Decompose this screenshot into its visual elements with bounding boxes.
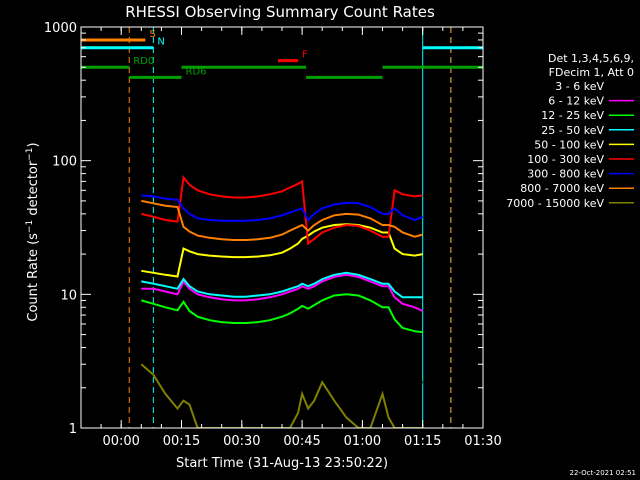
legend-label-7: 800 - 7000 keV: [520, 182, 604, 195]
series-line-2: [141, 293, 423, 334]
legend-label-1: 6 - 12 keV: [548, 95, 604, 108]
series-line-4: [141, 223, 423, 278]
annotation-label-1: N: [157, 37, 164, 48]
series-line-3: [141, 271, 423, 299]
mode-vlines: [81, 27, 452, 428]
x-axis-label: Start Time (31-Aug-13 23:50:22): [176, 456, 388, 471]
x-tick-label-0: 00:00: [102, 434, 139, 449]
legend-label-4: 50 - 100 keV: [534, 138, 604, 151]
x-tick-label-4: 01:00: [344, 434, 381, 449]
annotation-label-3: RD0: [133, 56, 154, 67]
data-series: [140, 174, 424, 428]
y-axis-label-sup1: −1: [25, 220, 35, 233]
x-tick-label-3: 00:45: [283, 434, 320, 449]
annotation-label-0: S: [149, 29, 155, 40]
legend-label-0: 3 - 6 keV: [555, 80, 604, 93]
x-tick-label-1: 00:15: [163, 434, 200, 449]
legend-header-line-1: Det 1,3,4,5,6,9,: [548, 52, 634, 65]
legend-label-2: 12 - 25 keV: [541, 109, 604, 122]
annotations: SN F RD0 RD6: [81, 29, 483, 79]
y-axis-label-sup2: −1: [25, 147, 35, 160]
x-tick-label-5: 01:15: [404, 434, 441, 449]
chart-title: RHESSI Observing Summary Count Rates: [125, 3, 435, 21]
y-tick-label-3: 1000: [44, 21, 77, 36]
y-tick-label-2: 100: [52, 155, 77, 170]
series-line-0: [140, 305, 423, 384]
y-axis-label-end: ): [26, 142, 41, 147]
legend: Det 1,3,4,5,6,9, FDecim 1, Att 0 3 - 6 k…: [506, 52, 634, 210]
legend-label-5: 100 - 300 keV: [527, 153, 604, 166]
annotation-label-2: F: [302, 50, 308, 61]
annotation-label-4: RD6: [186, 66, 207, 77]
y-axis-label-text: Count Rate (s: [26, 233, 41, 322]
series-line-8: [140, 363, 423, 428]
y-tick-label-0: 1: [69, 422, 77, 437]
y-axis-label-mid: detector: [26, 160, 41, 220]
legend-label-6: 300 - 800 keV: [527, 168, 604, 181]
legend-header-line-2: FDecim 1, Att 0: [549, 66, 634, 79]
legend-label-8: 7000 - 15000 keV: [506, 197, 604, 210]
x-tick-label-6: 01:30: [464, 434, 501, 449]
series-line-1: [141, 273, 424, 312]
series-line-6: [141, 194, 424, 222]
series-line-5: [141, 174, 423, 246]
y-axis: 1 10 100 1000: [44, 21, 483, 437]
x-tick-label-2: 00:30: [223, 434, 260, 449]
y-tick-label-1: 10: [60, 288, 77, 303]
x-axis: 00:00 00:15 00:30 00:45 01:00 01:15 01:30: [80, 27, 502, 449]
series-line-7: [141, 199, 423, 241]
y-axis-label: Count Rate (s−1 detector−1): [25, 142, 41, 321]
date-stamp: 22-Oct-2021 02:51: [570, 469, 636, 477]
legend-label-3: 25 - 50 keV: [541, 124, 604, 137]
